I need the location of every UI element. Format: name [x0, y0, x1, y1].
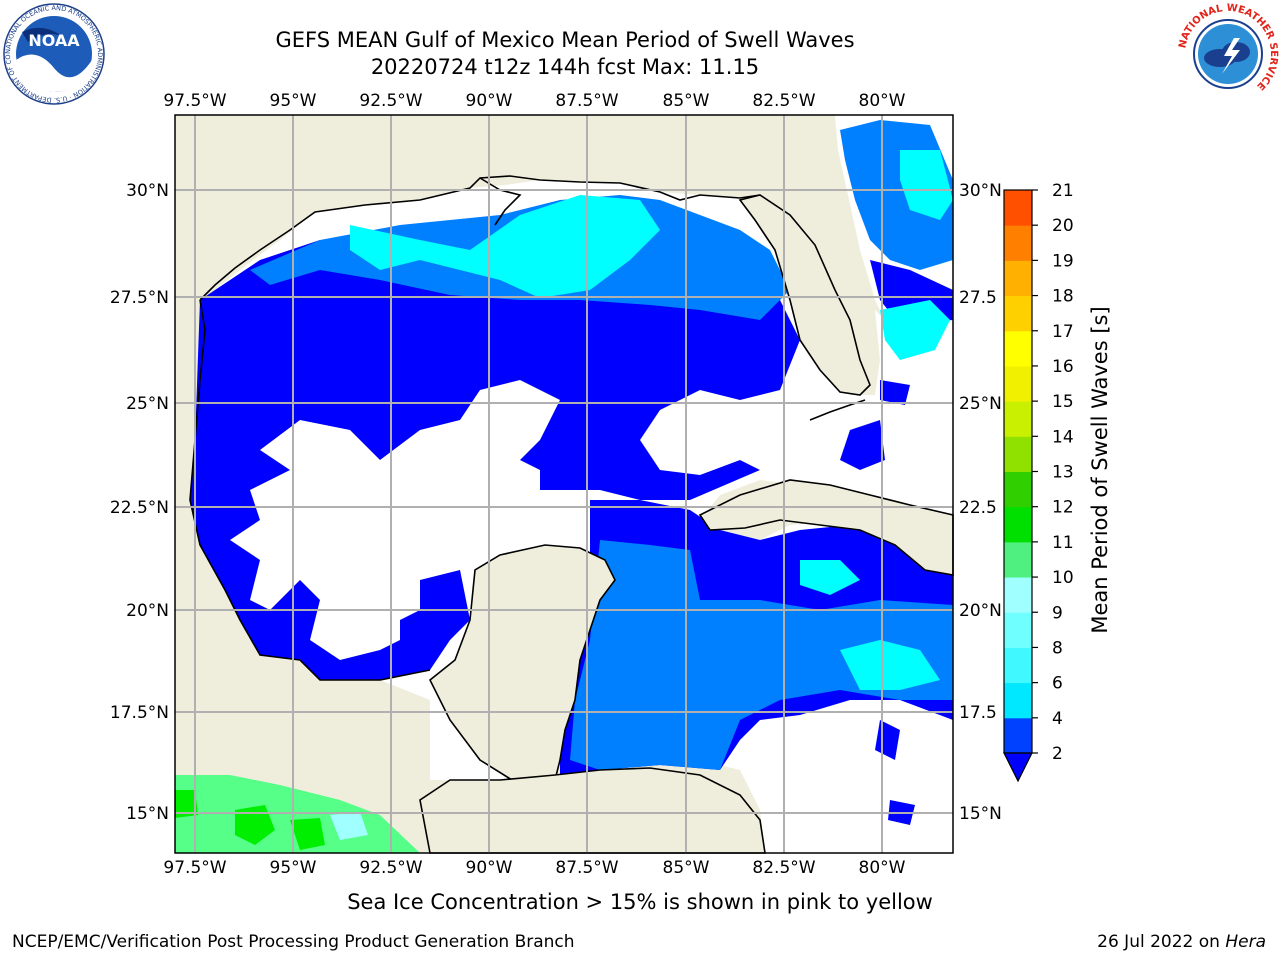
- central-america-land: [419, 767, 766, 854]
- colorbar-tick-label: 4: [1052, 709, 1063, 729]
- lat-labels-left: 30°N 27.5°N 25°N 22.5°N 20°N 17.5°N 15°N: [110, 181, 169, 824]
- colorbar-tick-label: 19: [1052, 251, 1074, 271]
- colorbar-segment: [1004, 225, 1032, 261]
- colorbar-segment: [1004, 260, 1032, 297]
- lon-label: 85°W: [663, 858, 710, 878]
- lat-labels-right: 30°N 27.5 25°N 22.5 20°N 17.5 15°N: [959, 181, 1002, 824]
- nws-logo: NATIONAL WEATHER SERVICE: [1177, 3, 1279, 104]
- lon-label: 92.5°W: [359, 91, 422, 111]
- colorbar-tick-label: 20: [1052, 216, 1074, 236]
- colorbar-tick-label: 17: [1052, 322, 1074, 342]
- colorbar-tick-label: 11: [1052, 533, 1074, 553]
- colorbar-tick-label: 21: [1052, 181, 1074, 201]
- colorbar-segment: [1004, 717, 1032, 754]
- lon-label: 80°W: [859, 91, 906, 111]
- colorbar-tick-label: 18: [1052, 287, 1074, 307]
- lon-label: 85°W: [663, 91, 710, 111]
- colorbar-tick-label: 6: [1052, 674, 1063, 694]
- lon-label: 82.5°W: [752, 91, 815, 111]
- lat-label: 30°N: [126, 181, 169, 201]
- lat-label: 15°N: [959, 804, 1002, 824]
- lon-label: 95°W: [270, 858, 317, 878]
- colorbar-tick-label: 16: [1052, 357, 1074, 377]
- colorbar-segment: [1004, 471, 1032, 508]
- lon-label: 92.5°W: [359, 858, 422, 878]
- colorbar-segment: [1004, 682, 1032, 719]
- cuba-land: [698, 479, 954, 576]
- colorbar-tick-label: 12: [1052, 498, 1074, 518]
- lat-label: 25°N: [126, 394, 169, 414]
- colorbar-segment: [1004, 365, 1032, 402]
- lat-label: 22.5°N: [110, 498, 169, 518]
- lon-label: 80°W: [859, 858, 906, 878]
- footer-host: Hera: [1225, 932, 1266, 952]
- wave-shading: [190, 120, 953, 825]
- colorbar: 2 4 6 8 9 10 11 12 13 14 15 16 17 18 19 20 21: [1003, 181, 1074, 783]
- colorbar-tick-label: 13: [1052, 463, 1074, 483]
- colorbar-segment: [1004, 190, 1032, 226]
- lon-label: 82.5°W: [752, 858, 815, 878]
- lat-label: 17.5°N: [110, 703, 169, 723]
- map-title: GEFS MEAN Gulf of Mexico Mean Period of …: [275, 28, 855, 52]
- lon-label: 87.5°W: [555, 858, 618, 878]
- noaa-logo: NATIONAL OCEANIC AND ATMOSPHERIC ADMINIS…: [2, 2, 105, 105]
- footer-date: 26 Jul 2022 on Hera: [1097, 932, 1266, 952]
- colorbar-segment: [1004, 647, 1032, 684]
- colorbar-tick-label: 14: [1052, 427, 1074, 447]
- colorbar-segment: [1004, 612, 1032, 648]
- lat-label: 25°N: [959, 394, 1002, 414]
- colorbar-tick-label: 2: [1052, 744, 1063, 764]
- lon-label: 97.5°W: [163, 858, 226, 878]
- lat-label: 30°N: [959, 181, 1002, 201]
- lon-labels-bottom: 97.5°W 95°W 92.5°W 90°W 87.5°W 85°W 82.5°W 80°W: [163, 858, 905, 878]
- colorbar-segment: [1004, 330, 1032, 367]
- colorbar-segment: [1004, 436, 1032, 472]
- colorbar-extend-arrow: [1003, 752, 1033, 783]
- colorbar-tick-label: 9: [1052, 603, 1063, 623]
- lon-label: 95°W: [270, 91, 317, 111]
- colorbar-tick-label: 10: [1052, 568, 1074, 588]
- lat-label: 27.5°N: [110, 288, 169, 308]
- lat-label: 27.5: [959, 288, 997, 308]
- map-subtitle: 20220724 t12z 144h fcst Max: 11.15: [370, 55, 760, 79]
- lat-label: 20°N: [959, 601, 1002, 621]
- lon-label: 90°W: [466, 858, 513, 878]
- colorbar-segment: [1004, 295, 1032, 332]
- sea-ice-note: Sea Ice Concentration > 15% is shown in …: [347, 890, 933, 914]
- lat-label: 15°N: [126, 804, 169, 824]
- lon-labels-top: 97.5°W 95°W 92.5°W 90°W 87.5°W 85°W 82.5°W 80°W: [163, 91, 905, 111]
- colorbar-segment: [1004, 401, 1032, 437]
- colorbar-segment: [1004, 506, 1032, 543]
- florida-land: [738, 194, 871, 396]
- colorbar-segment: [1004, 541, 1032, 578]
- colorbar-segment: [1004, 577, 1032, 613]
- lon-label: 90°W: [466, 91, 513, 111]
- map-frame: [174, 114, 954, 854]
- lat-label: 20°N: [126, 601, 169, 621]
- footer-credit: NCEP/EMC/Verification Post Processing Pr…: [12, 932, 575, 952]
- colorbar-tick-label: 15: [1052, 392, 1074, 412]
- noaa-logo-text: NOAA: [28, 31, 80, 50]
- graticule: [175, 115, 953, 853]
- lon-label: 87.5°W: [555, 91, 618, 111]
- lon-label: 97.5°W: [163, 91, 226, 111]
- lat-label: 22.5: [959, 498, 997, 518]
- colorbar-label: Mean Period of Swell Waves [s]: [1088, 306, 1112, 633]
- colorbar-tick-label: 8: [1052, 638, 1063, 658]
- lat-label: 17.5: [959, 703, 997, 723]
- footer-date-text: 26 Jul 2022 on: [1097, 932, 1226, 952]
